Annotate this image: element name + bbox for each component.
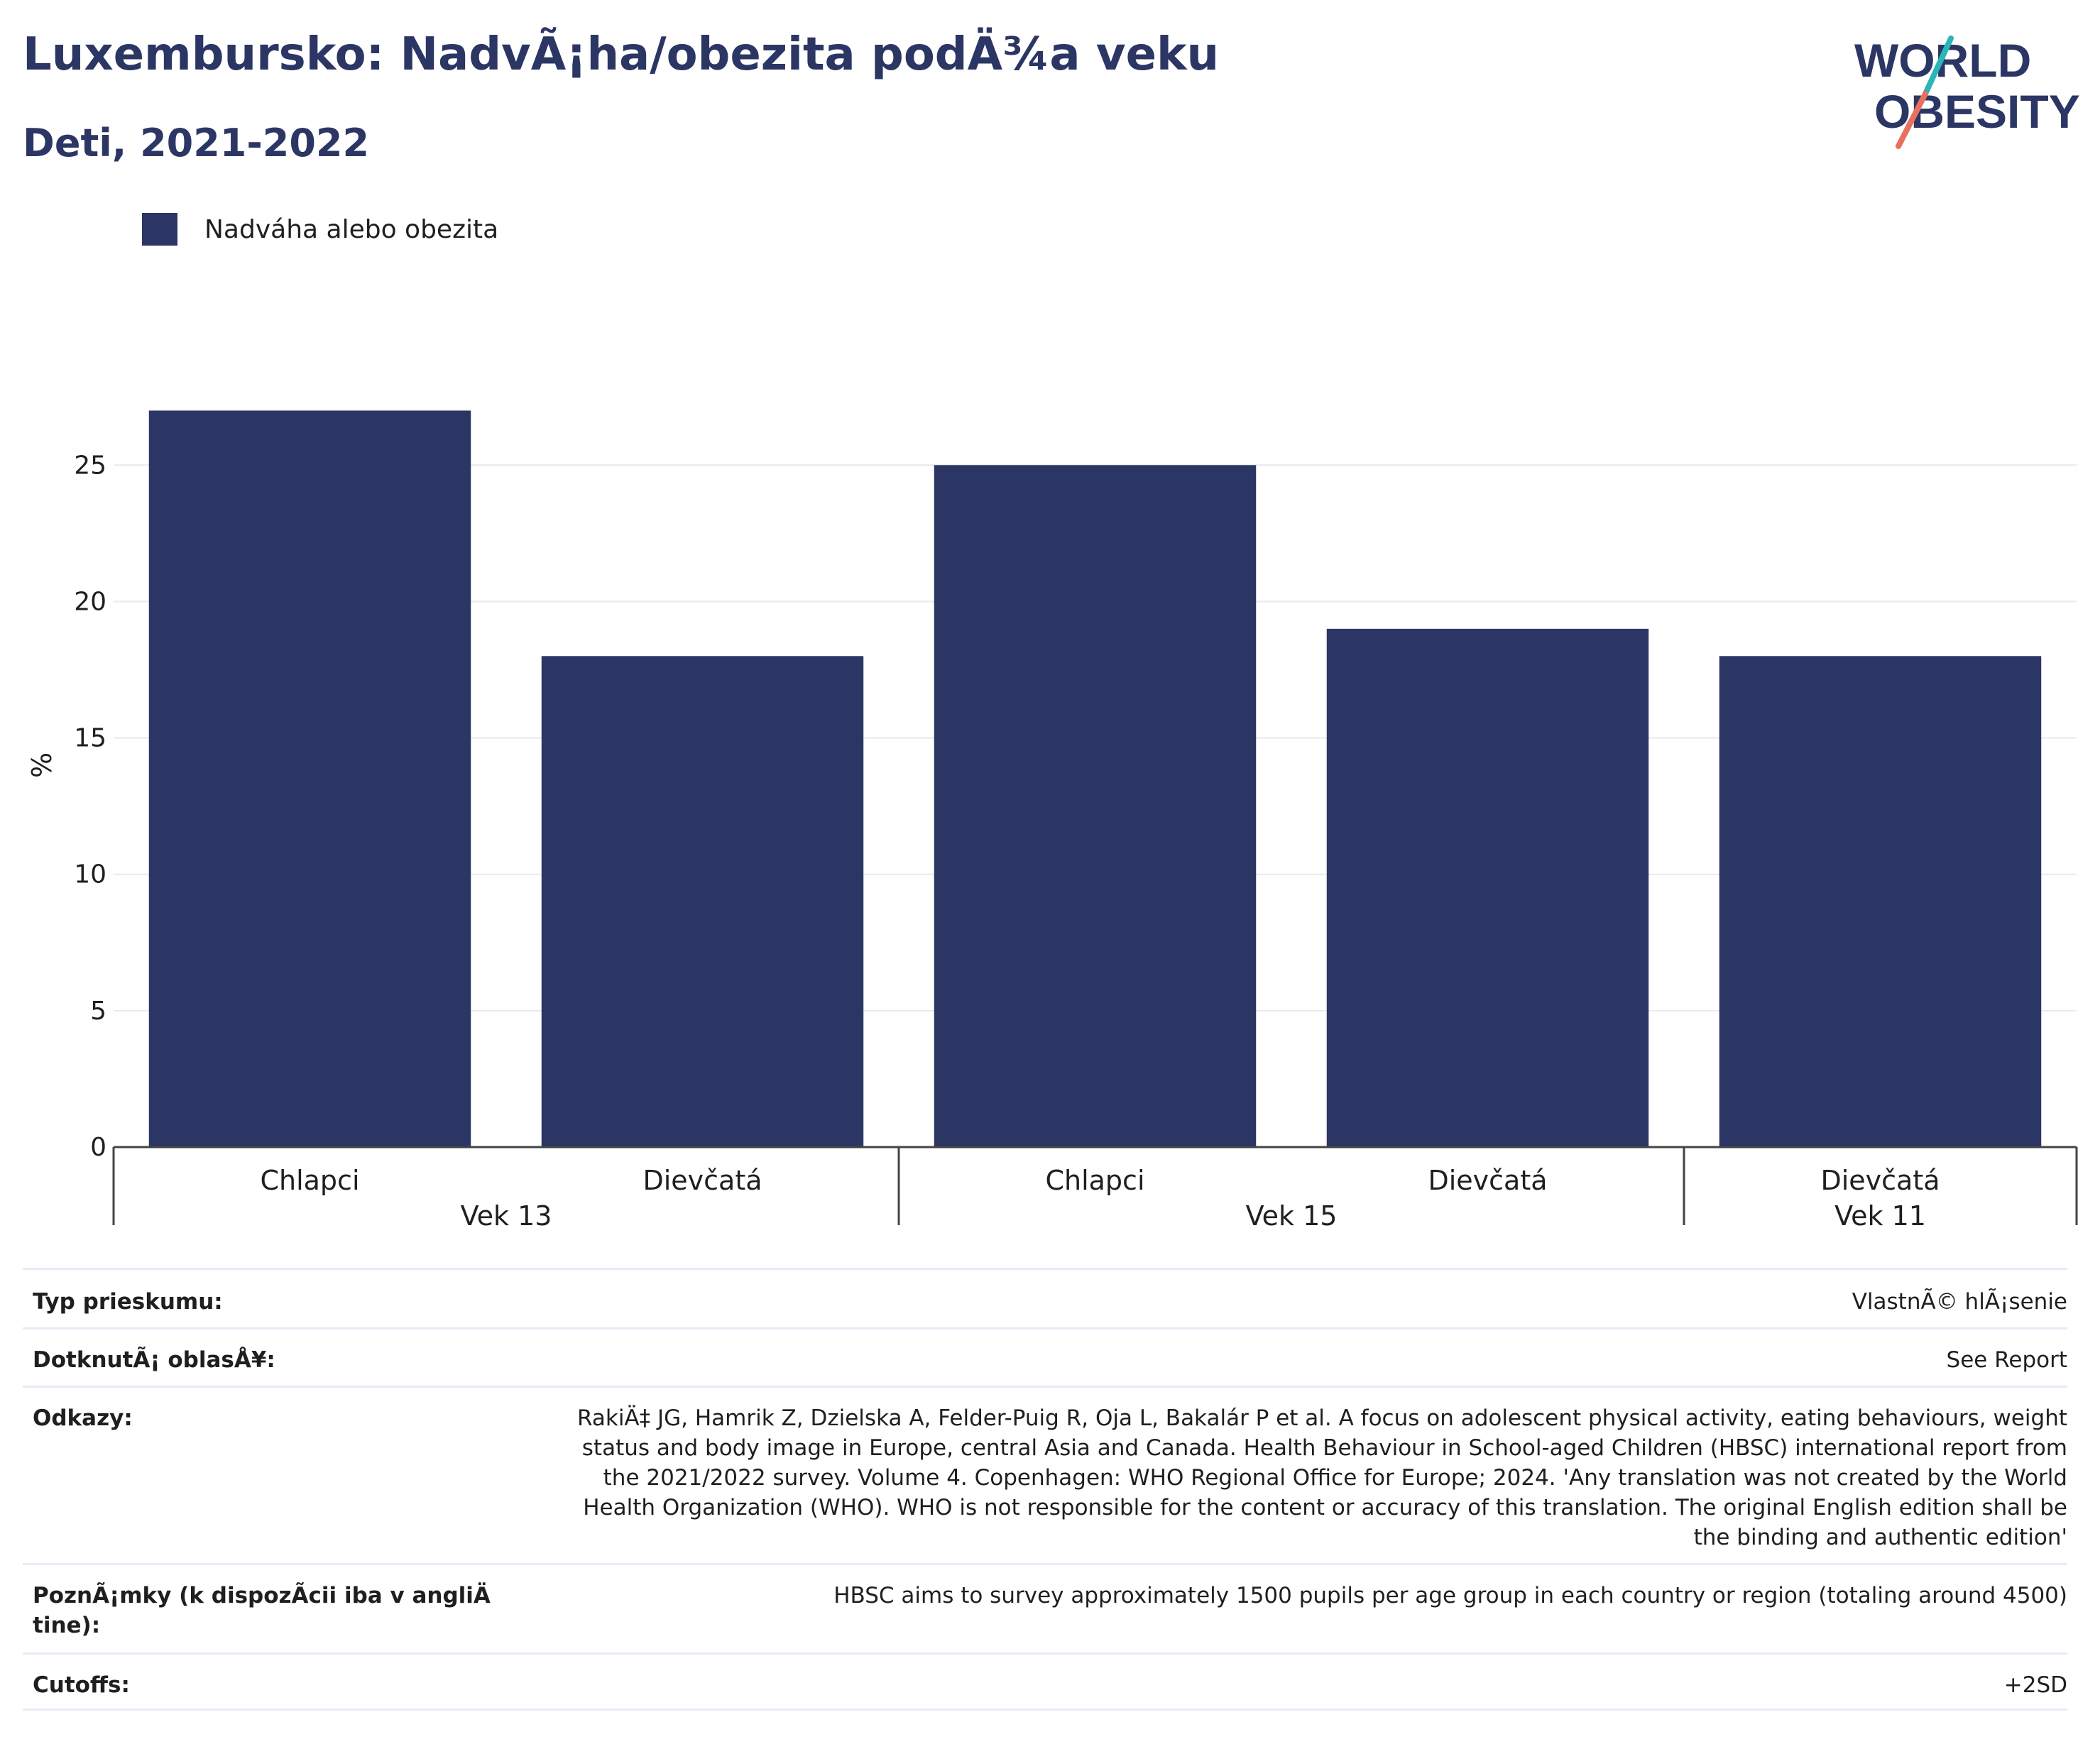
y-axis-label: % bbox=[26, 752, 58, 778]
info-label: Typ prieskumu: bbox=[33, 1289, 223, 1315]
chart-subtitle: Deti, 2021-2022 bbox=[23, 121, 370, 165]
y-tick-label: 0 bbox=[90, 1133, 106, 1162]
info-value: HBSC aims to survey approximately 1500 p… bbox=[833, 1583, 2067, 1608]
x-category-label: Chlapci bbox=[1045, 1165, 1144, 1196]
info-label: Cutoffs: bbox=[33, 1672, 130, 1698]
world-obesity-logo: WORLD OBESITY bbox=[1854, 34, 2080, 149]
logo-slash-coral bbox=[1896, 91, 1928, 149]
bar bbox=[1326, 628, 1649, 1147]
y-tick-label: 10 bbox=[74, 860, 106, 889]
y-tick-label: 15 bbox=[74, 724, 106, 753]
x-group-label: Vek 11 bbox=[1834, 1200, 1926, 1232]
info-value: +2SD bbox=[2003, 1672, 2067, 1698]
y-tick-label: 20 bbox=[74, 587, 106, 616]
x-category-label: Dievčatá bbox=[1820, 1165, 1940, 1196]
x-category-label: Chlapci bbox=[260, 1165, 359, 1196]
info-value: See Report bbox=[1946, 1347, 2067, 1373]
info-row-references: Odkazy: RakiÄ‡ JG, Hamrik Z, Dzielska A,… bbox=[23, 1386, 2067, 1563]
info-row-cutoffs: Cutoffs: +2SD bbox=[23, 1652, 2067, 1711]
x-category-label: Dievčatá bbox=[642, 1165, 762, 1196]
info-label: DotknutÃ¡ oblasÅ¥: bbox=[33, 1347, 275, 1373]
x-group-label: Vek 13 bbox=[461, 1200, 552, 1232]
bar bbox=[934, 465, 1257, 1147]
legend-label: Nadváha alebo obezita bbox=[204, 214, 499, 244]
info-label: PoznÃ¡mky (k dispozÃcii iba v angliÄ ti… bbox=[33, 1583, 508, 1638]
logo-slash-teal bbox=[1923, 35, 1954, 97]
info-row-notes: PoznÃ¡mky (k dispozÃcii iba v angliÄ ti… bbox=[23, 1563, 2067, 1652]
info-label: Odkazy: bbox=[33, 1405, 133, 1431]
y-tick-label: 25 bbox=[74, 451, 106, 480]
bar bbox=[148, 410, 471, 1147]
bar-chart: 0 5 10 15 20 25% Chlapci Dievčatá Chlapci Dievčat… bbox=[26, 410, 2078, 1232]
x-group-label: Vek 15 bbox=[1246, 1200, 1338, 1232]
info-value: VlastnÃ© hlÃ¡senie bbox=[1852, 1289, 2067, 1315]
legend: Nadváha alebo obezita bbox=[142, 212, 498, 247]
x-category-label: Dievčatá bbox=[1428, 1165, 1547, 1196]
bar bbox=[1719, 656, 2042, 1147]
info-table: Typ prieskumu: VlastnÃ© hlÃ¡senie Dotknu… bbox=[23, 1268, 2067, 1711]
chart-title: Luxembursko: NadvÃ¡ha/obezita podÄ¾a vek… bbox=[23, 28, 1220, 81]
info-row-area: DotknutÃ¡ oblasÅ¥: See Report bbox=[23, 1327, 2067, 1386]
legend-swatch bbox=[142, 213, 177, 246]
info-row-survey-type: Typ prieskumu: VlastnÃ© hlÃ¡senie bbox=[23, 1268, 2067, 1327]
bar bbox=[541, 656, 864, 1147]
y-tick-label: 5 bbox=[90, 997, 106, 1026]
info-value: RakiÄ‡ JG, Hamrik Z, Dzielska A, Felder-… bbox=[577, 1405, 2067, 1550]
